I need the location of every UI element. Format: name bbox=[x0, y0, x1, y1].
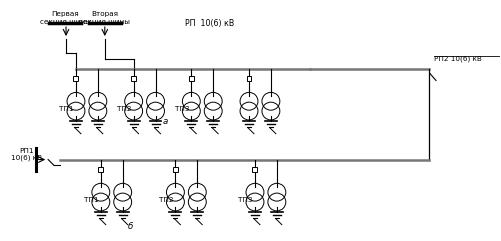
Text: б: б bbox=[128, 222, 133, 231]
Text: Первая
секция шины: Первая секция шины bbox=[40, 11, 90, 24]
Text: ТП2: ТП2 bbox=[159, 197, 173, 203]
Text: ТП3: ТП3 bbox=[238, 197, 253, 203]
Bar bbox=[73, 76, 78, 81]
Bar bbox=[98, 167, 103, 172]
Text: РП2 10(6) кВ: РП2 10(6) кВ bbox=[433, 55, 481, 62]
Text: ТП3: ТП3 bbox=[174, 106, 189, 112]
Text: РП  10(6) кВ: РП 10(6) кВ bbox=[185, 19, 234, 28]
Text: Вторая
секция шины: Вторая секция шины bbox=[79, 11, 130, 24]
Text: ТП1: ТП1 bbox=[84, 197, 99, 203]
Bar bbox=[246, 76, 251, 81]
Bar bbox=[172, 167, 177, 172]
Text: а: а bbox=[162, 117, 168, 127]
Text: РП1
10(6) кВ: РП1 10(6) кВ bbox=[12, 148, 43, 161]
Text: ТП2: ТП2 bbox=[117, 106, 131, 112]
Bar bbox=[131, 76, 136, 81]
Bar bbox=[252, 167, 257, 172]
Bar bbox=[188, 76, 193, 81]
Text: ТП1: ТП1 bbox=[59, 106, 74, 112]
